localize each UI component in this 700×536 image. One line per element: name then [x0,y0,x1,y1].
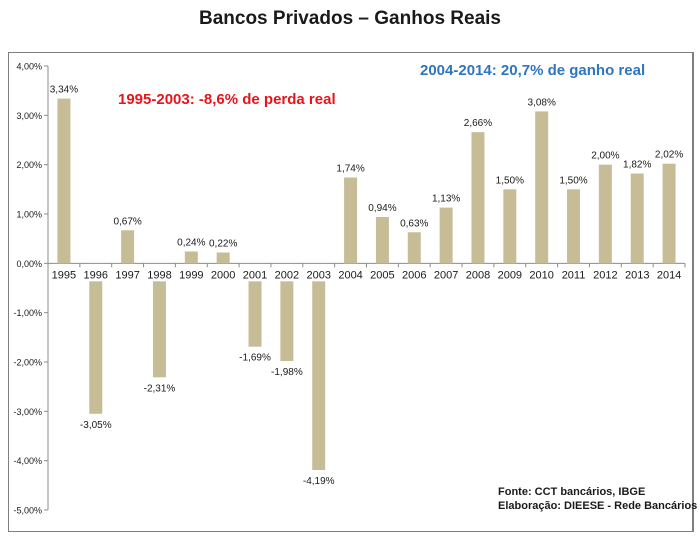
bar [630,173,644,264]
bar [152,281,166,378]
bar [121,230,135,264]
y-tick-label: -3,00% [13,407,42,417]
y-tick-label: -5,00% [13,506,42,516]
bar [535,111,549,264]
x-tick-label: 2009 [498,269,522,281]
x-tick-label: 1996 [84,269,108,281]
y-tick-label: -4,00% [13,456,42,466]
data-label: -4,19% [303,476,335,487]
x-tick-label: 1997 [115,269,139,281]
data-label: -1,69% [239,353,271,364]
bar [312,281,326,471]
x-tick-label: 2010 [529,269,553,281]
x-tick-label: 2003 [306,269,330,281]
bar [216,252,230,264]
bar [89,281,103,414]
bar [375,216,389,264]
data-label: 1,82% [623,160,651,171]
data-label: 1,50% [559,175,587,186]
source-note: Fonte: CCT bancários, IBGE Elaboração: D… [498,485,697,513]
bar [567,189,581,264]
data-label: 0,67% [113,216,141,227]
x-tick-label: 2000 [211,269,235,281]
y-tick-label: -2,00% [13,358,42,368]
x-tick-label: 2008 [466,269,490,281]
data-label: 0,94% [368,203,396,214]
source-line: Fonte: CCT bancários, IBGE [498,486,646,498]
x-tick-label: 1999 [179,269,203,281]
bar [344,177,358,264]
data-label: -2,31% [144,383,176,394]
data-label: 2,66% [464,118,492,129]
bar [503,189,517,264]
bar [439,207,453,264]
x-tick-label: 2005 [370,269,394,281]
data-label: 0,63% [400,218,428,229]
y-tick-label: 2,00% [16,160,42,170]
x-tick-label: 2001 [243,269,267,281]
data-label: 1,50% [496,175,524,186]
x-tick-label: 2011 [562,269,586,281]
x-tick-label: 2002 [275,269,299,281]
x-tick-label: 2007 [434,269,458,281]
data-label: 2,02% [655,150,683,161]
y-tick-label: 0,00% [16,259,42,269]
x-tick-label: 2013 [625,269,649,281]
x-tick-label: 1995 [52,269,76,281]
bar [280,281,294,362]
bar [407,232,421,264]
data-label: 1,74% [336,163,364,174]
y-tick-label: 3,00% [16,111,42,121]
x-tick-label: 1998 [147,269,171,281]
bar [471,132,485,264]
annotation-gain-period: 2004-2014: 20,7% de ganho real [420,62,646,79]
x-tick-label: 2006 [402,269,426,281]
bar [598,164,612,264]
chart-frame [8,52,694,532]
x-tick-label: 2004 [338,269,362,281]
data-label: -1,98% [271,367,303,378]
bar [662,163,676,264]
data-label: -3,05% [80,420,112,431]
x-tick-label: 2012 [593,269,617,281]
data-label: 3,34% [50,85,78,96]
credit-line: Elaboração: DIEESE - Rede Bancários [498,500,698,512]
data-label: 1,13% [432,194,460,205]
data-label: 2,00% [591,151,619,162]
bar [57,98,71,264]
data-label: 3,08% [527,97,555,108]
x-tick-label: 2014 [657,269,681,281]
data-label: 0,22% [209,238,237,249]
y-tick-label: -1,00% [13,308,42,318]
y-tick-label: 1,00% [16,210,42,220]
y-tick-label: 4,00% [16,62,42,72]
data-label: 0,24% [177,237,205,248]
chart-title: Bancos Privados – Ganhos Reais [198,8,501,29]
bar [184,251,198,264]
bar [248,281,262,347]
annotation-loss-period: 1995-2003: -8,6% de perda real [118,91,336,108]
